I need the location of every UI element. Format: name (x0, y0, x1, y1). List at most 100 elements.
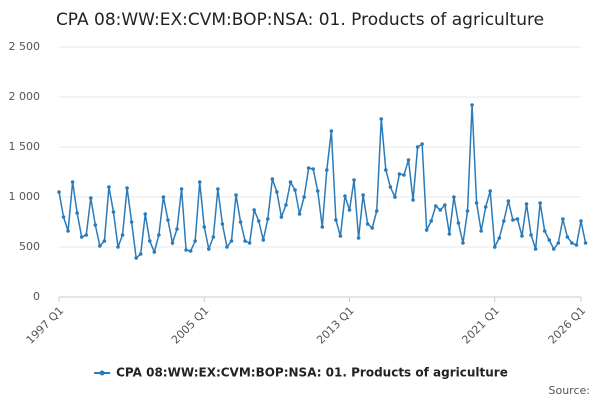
data-point (515, 217, 520, 221)
data-point (102, 239, 107, 243)
data-point (184, 248, 188, 252)
data-point (129, 220, 134, 224)
data-point (302, 195, 306, 199)
x-tick-label: 2021 Q1 (459, 304, 502, 347)
data-point (116, 245, 120, 249)
data-point (420, 142, 424, 146)
data-point (261, 238, 266, 242)
y-tick-label: 1 500 (9, 140, 41, 153)
data-point (402, 173, 406, 177)
y-tick-label: 1 000 (9, 190, 41, 203)
data-point (424, 228, 429, 232)
data-point (470, 103, 474, 107)
data-point (193, 239, 197, 243)
data-point (147, 239, 152, 243)
data-point (179, 187, 184, 191)
data-point (533, 247, 538, 251)
data-point (406, 158, 411, 162)
data-point (120, 233, 125, 237)
data-point (138, 252, 143, 256)
data-point (238, 220, 243, 224)
data-point (175, 227, 179, 231)
data-point (297, 212, 302, 216)
data-point (506, 199, 511, 203)
data-point (365, 222, 370, 226)
data-point (492, 245, 497, 249)
data-point (415, 145, 420, 149)
data-point (329, 129, 334, 133)
data-point (583, 241, 588, 245)
data-point (456, 221, 461, 225)
data-point (202, 225, 207, 229)
data-point (166, 218, 170, 222)
data-point (443, 203, 447, 207)
data-point (75, 211, 79, 215)
data-point (374, 209, 379, 213)
data-point (234, 193, 238, 197)
data-point (547, 238, 552, 242)
data-point (565, 235, 570, 239)
data-point (152, 250, 157, 254)
data-point (66, 229, 70, 233)
data-point (343, 194, 347, 198)
data-point (561, 217, 565, 221)
data-point (483, 205, 488, 209)
data-point (111, 210, 116, 214)
data-point (429, 219, 434, 223)
data-point (125, 186, 129, 190)
data-point (497, 236, 502, 240)
data-point (247, 241, 252, 245)
y-tick-label: 0 (33, 290, 40, 303)
series-line (58, 104, 587, 260)
data-point (84, 233, 89, 237)
data-point (524, 202, 529, 206)
data-point (474, 201, 479, 205)
data-point (79, 235, 84, 239)
legend-marker (99, 370, 105, 376)
data-point (211, 235, 216, 239)
data-point (334, 218, 338, 222)
data-point (542, 229, 547, 233)
data-point (479, 229, 483, 233)
x-tick-label: 1997 Q1 (24, 304, 67, 347)
data-point (157, 233, 161, 237)
data-point (511, 218, 515, 222)
data-point (461, 241, 465, 245)
data-point (352, 178, 356, 182)
data-point (98, 244, 102, 248)
data-point (338, 234, 343, 238)
data-point (206, 247, 211, 251)
data-point (361, 193, 365, 197)
data-point (529, 233, 533, 237)
data-point (70, 180, 75, 184)
data-point (252, 208, 256, 212)
data-point (315, 189, 320, 193)
data-point (379, 117, 384, 121)
data-point (161, 195, 166, 199)
data-point (61, 215, 66, 219)
data-point (438, 208, 443, 212)
x-tick-label: 2013 Q1 (314, 304, 357, 347)
data-point (574, 243, 579, 247)
data-point (293, 188, 297, 192)
data-point (216, 187, 220, 191)
data-point (197, 180, 202, 184)
data-point (288, 180, 293, 184)
data-point (225, 245, 229, 249)
data-point (370, 226, 375, 230)
x-tick-label: 2005 Q1 (169, 304, 212, 347)
data-point (170, 241, 175, 245)
data-point (57, 190, 61, 194)
data-point (229, 239, 234, 243)
data-point (452, 195, 456, 199)
data-point (579, 219, 583, 223)
data-point (93, 223, 98, 227)
data-point (311, 167, 315, 171)
data-point (411, 198, 415, 202)
data-point (388, 185, 393, 189)
data-point (275, 190, 279, 194)
data-point (397, 172, 402, 176)
data-point (520, 234, 524, 238)
data-point (143, 212, 148, 216)
